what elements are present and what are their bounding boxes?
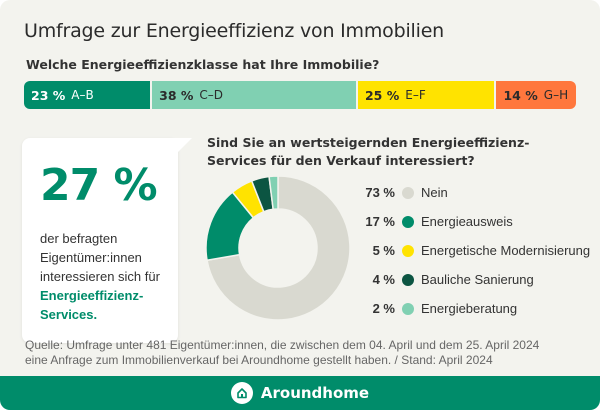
energy-class-bar: 23 % A–B 38 % C–D 25 % E–F 14 % G–H: [24, 81, 576, 109]
class-percentage: 38 %: [159, 87, 194, 103]
callout-description: der befragten Eigentümer:innen interessi…: [40, 231, 160, 284]
donut-slice-energieberatung: [268, 175, 279, 211]
class-label: A–B: [71, 88, 94, 102]
callout-box: [22, 138, 178, 343]
legend-item: 5 % Energetische Modernisierung: [340, 236, 591, 265]
callout-text: der befragten Eigentümer:innen interessi…: [40, 229, 175, 324]
legend-dot-icon: [402, 273, 414, 286]
class-label: C–D: [199, 88, 224, 102]
source-line-1: Quelle: Umfrage unter 481 Eigentümer:inn…: [25, 338, 540, 352]
class-label: E–F: [405, 88, 426, 102]
legend-item: 73 % Nein: [340, 178, 590, 207]
source-line-2: eine Anfrage zum Immobilienverkauf bei A…: [25, 353, 493, 367]
class-label: G–H: [543, 88, 569, 102]
legend-percentage: 73 %: [365, 185, 395, 200]
class-segment: 23 % A–B: [24, 81, 151, 109]
class-segment: 25 % E–F: [357, 81, 495, 109]
footer-brand-bar: Aroundhome: [0, 376, 600, 410]
house-logo-icon: [230, 382, 253, 404]
legend-label: Energieausweis: [421, 214, 513, 229]
brand-name: Aroundhome: [260, 384, 370, 402]
source-note: Quelle: Umfrage unter 481 Eigentümer:inn…: [25, 338, 539, 368]
legend-item: 4 % Bauliche Sanierung: [340, 265, 590, 294]
legend-label: Bauliche Sanierung: [421, 272, 534, 287]
legend-label: Nein: [421, 185, 448, 200]
class-question: Welche Energieeffizienzklasse hat Ihre I…: [26, 57, 380, 72]
class-segment: 14 % G–H: [496, 81, 576, 109]
donut-slice-nein: [206, 175, 351, 321]
chart-title: Sind Sie an wertsteigernden Energieeffiz…: [207, 135, 530, 168]
callout-highlight: Energieeffizienz-Services.: [40, 288, 144, 322]
legend-percentage: 5 %: [372, 243, 395, 258]
legend-dot-icon: [402, 302, 414, 315]
legend-percentage: 17 %: [365, 214, 395, 229]
class-percentage: 14 %: [503, 87, 538, 103]
legend-item: 17 % Energieausweis: [340, 207, 590, 236]
callout-percentage: 27 %: [40, 160, 158, 211]
class-segment: 38 % C–D: [152, 81, 356, 109]
legend-dot-icon: [402, 215, 414, 228]
legend-item: 2 % Energieberatung: [340, 294, 590, 323]
legend-dot-icon: [402, 186, 414, 199]
chart-legend: 73 % Nein 17 % Energieausweis 5 % Energetisch…: [340, 178, 590, 323]
class-percentage: 23 %: [31, 87, 66, 103]
legend-dot-icon: [402, 244, 414, 257]
legend-percentage: 2 %: [372, 301, 395, 316]
legend-label: Energetische Modernisierung: [421, 243, 591, 258]
page-title: Umfrage zur Energieeffizienz von Immobil…: [24, 20, 445, 42]
callout-notch: [168, 138, 192, 162]
class-percentage: 25 %: [364, 87, 400, 103]
donut-chart: [205, 175, 351, 321]
legend-label: Energieberatung: [421, 301, 518, 316]
legend-percentage: 4 %: [372, 272, 395, 287]
